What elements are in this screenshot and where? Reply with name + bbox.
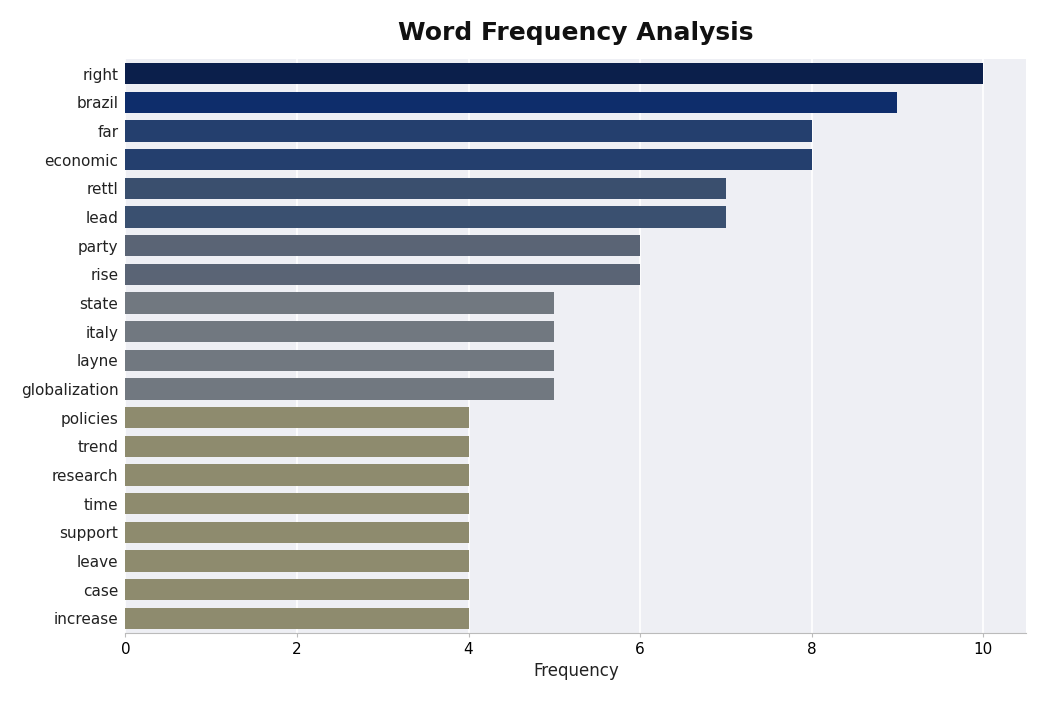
Bar: [126, 608, 469, 629]
Bar: [126, 264, 640, 285]
Bar: [126, 292, 554, 313]
Bar: [126, 464, 469, 486]
Bar: [126, 92, 897, 113]
Bar: [126, 407, 469, 428]
Bar: [126, 550, 469, 572]
Bar: [126, 321, 554, 342]
Bar: [126, 177, 726, 199]
Bar: [126, 579, 469, 600]
Bar: [126, 149, 811, 170]
Bar: [126, 120, 811, 142]
Bar: [126, 350, 554, 371]
Bar: [126, 522, 469, 543]
Title: Word Frequency Analysis: Word Frequency Analysis: [398, 21, 754, 45]
Bar: [126, 235, 640, 257]
Bar: [126, 63, 983, 84]
Bar: [126, 493, 469, 515]
Bar: [126, 378, 554, 400]
Bar: [126, 206, 726, 228]
Bar: [126, 435, 469, 457]
X-axis label: Frequency: Frequency: [533, 662, 619, 680]
